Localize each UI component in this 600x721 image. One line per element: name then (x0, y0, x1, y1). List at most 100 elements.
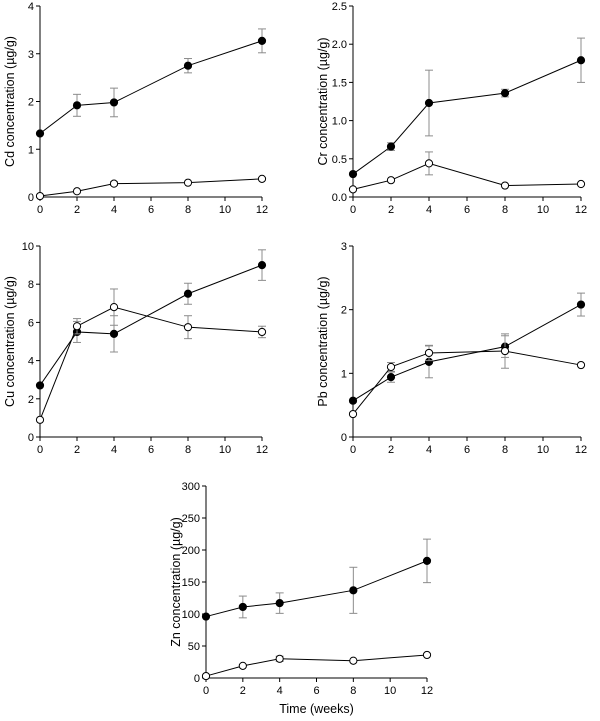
cd-y-tick-label: 1 (28, 144, 34, 156)
cd-x-tick-label: 6 (148, 204, 154, 216)
zn-open-data-point (275, 654, 284, 663)
cd-filled-data-point (72, 101, 82, 110)
cr-open-data-point (576, 179, 586, 189)
cr-filled-data-point (576, 56, 586, 65)
cr-open-data-point (386, 176, 396, 185)
cu-y-tick-label: 8 (28, 279, 34, 291)
pb-filled-data-point (386, 373, 396, 382)
cr-y-tick-label: 1.5 (332, 77, 347, 89)
zn-filled-data-point (349, 586, 358, 595)
cd-y-tick-label: 0 (28, 192, 34, 204)
cu-x-tick-label: 10 (219, 444, 231, 456)
cd-y-axis-title: Cd concentration (µg/g) (3, 36, 17, 167)
cd-x-tick-label: 2 (74, 204, 80, 216)
pb-x-tick-label: 8 (502, 444, 508, 456)
cd-filled-data-point (183, 61, 193, 70)
cd-x-tick-label: 12 (256, 204, 268, 216)
cu-filled-data-point (183, 289, 193, 298)
cu-y-tick-label: 6 (28, 317, 34, 329)
cu-x-tick-label: 2 (74, 444, 80, 456)
zn-open-data-point (422, 650, 432, 660)
pb-open-data-point (500, 346, 510, 356)
zn-filled-data-point (422, 556, 432, 565)
cr-x-tick-label: 4 (426, 204, 432, 216)
cr-open-data-point (424, 159, 434, 168)
cd-y-tick-label: 2 (28, 97, 34, 109)
pb-open-data-point (348, 409, 358, 419)
zn-open-data-point (238, 661, 247, 670)
cu-x-tick-label: 4 (111, 444, 117, 456)
cr-filled-data-point (424, 98, 434, 108)
cd-open-data-point (35, 191, 45, 201)
cd-open-series-line (39, 178, 263, 197)
zn-y-tick-label: 300 (182, 481, 200, 493)
cd-filled-data-point (257, 36, 267, 45)
cd-open-data-point (109, 179, 119, 188)
cu-open-data-point (35, 415, 45, 424)
pb-x-tick-label: 4 (426, 444, 432, 456)
zn-x-axis-title: Time (weeks) (279, 702, 354, 716)
cu-y-axis-title: Cu concentration (µg/g) (3, 276, 17, 407)
cr-filled-data-point (386, 142, 396, 151)
pb-x-tick-label: 10 (537, 444, 549, 456)
zn-y-tick-label: 100 (182, 609, 200, 621)
cr-x-tick-label: 2 (388, 204, 394, 216)
cd-y-tick-label: 3 (28, 49, 34, 61)
pb-open-data-point (424, 348, 434, 358)
cr-y-tick-label: 0.5 (332, 154, 347, 166)
pb-y-tick-label: 0 (341, 432, 347, 444)
cr-y-tick-label: 1.0 (332, 116, 347, 128)
zn-y-tick-label: 250 (182, 513, 200, 525)
cr-filled-data-point (348, 169, 358, 179)
cd-y-tick-label: 4 (28, 1, 34, 13)
panel-cu: 0 2 4 6 8 10 0 2 4 6 8 10 12 Cu concentration (µg/g) (3, 241, 268, 456)
zn-filled-data-point (238, 602, 247, 612)
cu-open-data-point (72, 322, 82, 331)
pb-open-data-point (386, 362, 396, 372)
zn-filled-data-point (201, 612, 211, 621)
cd-open-data-point (257, 174, 267, 183)
cu-filled-data-point (257, 261, 267, 270)
cd-x-tick-label: 10 (219, 204, 231, 216)
pb-filled-data-point (576, 300, 586, 309)
cd-open-data-point (183, 178, 193, 187)
cd-x-tick-label: 8 (185, 204, 191, 216)
cu-y-tick-label: 4 (28, 356, 34, 368)
zn-open-data-point (201, 671, 211, 681)
cu-filled-data-point (109, 329, 119, 338)
cd-filled-series-line (39, 40, 263, 134)
zn-open-data-point (349, 656, 358, 665)
panel-cr: 0.0 0.5 1.0 1.5 2.0 2.5 0 2 4 6 8 10 12 Cr concentrat… (316, 1, 587, 216)
cu-open-data-point (257, 327, 267, 337)
cr-y-axis-title: Cr concentration (µg/g) (316, 37, 330, 165)
zn-x-tick-label: 0 (203, 685, 209, 697)
zn-filled-data-point (275, 599, 284, 608)
cr-filled-series-line (352, 59, 582, 175)
pb-y-tick-label: 3 (341, 241, 347, 253)
cu-x-tick-label: 0 (37, 444, 43, 456)
pb-x-tick-label: 12 (575, 444, 587, 456)
cu-x-tick-label: 12 (256, 444, 268, 456)
zn-y-tick-label: 50 (188, 641, 200, 653)
pb-x-tick-label: 2 (388, 444, 394, 456)
pb-filled-data-point (348, 396, 358, 405)
cu-filled-data-point (35, 381, 45, 390)
zn-y-tick-label: 0 (194, 673, 200, 685)
cu-open-series-line (39, 306, 263, 420)
cu-open-data-point (109, 303, 119, 312)
cr-open-data-point (348, 185, 358, 194)
zn-x-tick-label: 8 (350, 685, 356, 697)
zn-y-tick-label: 200 (182, 545, 200, 557)
pb-filled-series-line (352, 304, 582, 402)
cr-x-tick-label: 10 (537, 204, 549, 216)
cr-filled-data-point (500, 88, 510, 98)
cr-x-tick-label: 0 (350, 204, 356, 216)
cr-open-data-point (500, 181, 510, 190)
zn-x-tick-label: 6 (313, 685, 319, 697)
cd-open-data-point (72, 187, 82, 196)
panel-zn: 0 50 100 150 200 250 300 0 2 4 6 8 10 12 Zn concentrat… (169, 481, 433, 716)
zn-x-tick-label: 12 (421, 685, 433, 697)
pb-y-tick-label: 1 (341, 368, 347, 380)
zn-y-tick-label: 150 (182, 577, 200, 589)
